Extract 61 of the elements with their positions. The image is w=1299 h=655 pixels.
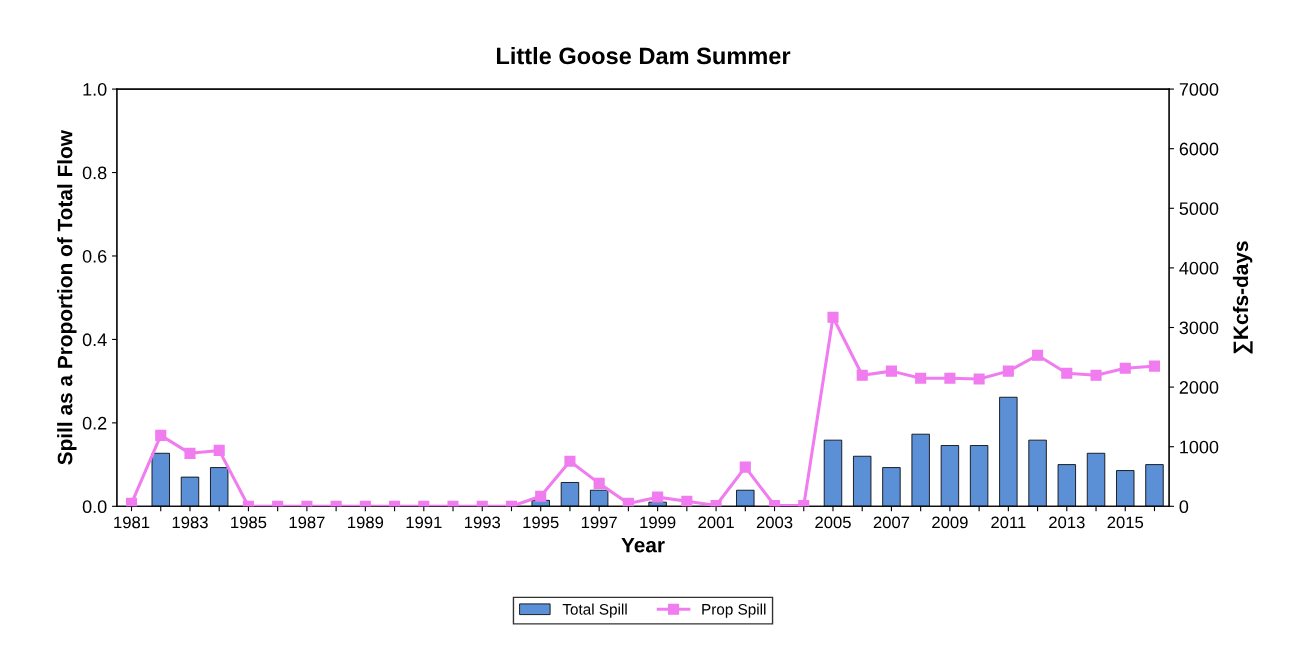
- y2-tick-label: 6000: [1179, 142, 1219, 156]
- x-tick-label: 1987: [289, 516, 325, 529]
- x-tick-label: 2007: [873, 516, 910, 529]
- point: [593, 477, 605, 489]
- y-tick-label: 0.4: [82, 333, 107, 347]
- point: [856, 369, 868, 381]
- x-tick-label: 2013: [1049, 516, 1085, 529]
- point: [125, 497, 138, 507]
- x-tick-label: 1997: [581, 516, 617, 529]
- x-tick-label: 1991: [406, 516, 442, 529]
- x-tick-label: 2003: [756, 516, 793, 529]
- point: [915, 372, 927, 384]
- y-tick-label: 0.0: [82, 500, 107, 514]
- y2-axis-title: ∑Kcfs-days: [1232, 241, 1253, 354]
- point: [652, 491, 664, 503]
- y-tick-label: 0.6: [82, 249, 107, 263]
- point: [681, 495, 693, 507]
- point: [1090, 369, 1102, 381]
- y-axis-title: Spill as a Proportion of Total Flow: [57, 130, 77, 465]
- point: [564, 455, 576, 467]
- point: [535, 490, 547, 502]
- legend-label: Prop Spill: [702, 603, 766, 618]
- x-tick-label: 1983: [172, 516, 208, 529]
- x-tick-label: 2005: [815, 516, 851, 529]
- x-tick-label: 2009: [932, 516, 968, 529]
- x-tick-label: 1985: [231, 516, 267, 529]
- point: [1032, 349, 1044, 361]
- y2-tick-label: 7000: [1179, 83, 1219, 96]
- x-tick-label: 2001: [698, 516, 734, 529]
- y-tick-label: 0.8: [82, 166, 107, 180]
- y2-tick-label: 0: [1179, 500, 1189, 514]
- x-tick-label: 1989: [348, 516, 384, 529]
- point: [885, 365, 897, 377]
- point: [739, 461, 751, 473]
- point: [155, 429, 167, 441]
- point: [1148, 360, 1161, 372]
- y-tick-label: 1.0: [83, 83, 107, 96]
- point: [213, 444, 225, 456]
- point: [973, 373, 985, 385]
- point: [184, 447, 196, 459]
- y2-tick-label: 1000: [1180, 440, 1219, 454]
- point: [1061, 367, 1073, 379]
- x-tick-label: 1993: [464, 516, 501, 529]
- point: [622, 497, 634, 507]
- point: [1002, 365, 1014, 377]
- x-axis-title: Year: [621, 537, 665, 553]
- point: [1119, 362, 1131, 374]
- chart-title: Little Goose Dam Summer: [496, 46, 791, 65]
- y2-tick-label: 2000: [1179, 381, 1219, 394]
- y-tick-label: 0.2: [82, 416, 107, 430]
- x-tick-label: 1981: [114, 516, 150, 529]
- point: [827, 311, 839, 323]
- x-tick-label: 1999: [640, 516, 676, 529]
- y2-tick-label: 3000: [1179, 321, 1219, 335]
- x-tick-label: 2015: [1107, 516, 1144, 529]
- x-tick-label: 1995: [523, 516, 559, 529]
- legend-label: Total Spill: [562, 603, 627, 618]
- x-tick-label: 2011: [991, 516, 1026, 529]
- point: [944, 372, 956, 384]
- y2-tick-label: 5000: [1179, 202, 1219, 216]
- y2-tick-label: 4000: [1179, 261, 1219, 275]
